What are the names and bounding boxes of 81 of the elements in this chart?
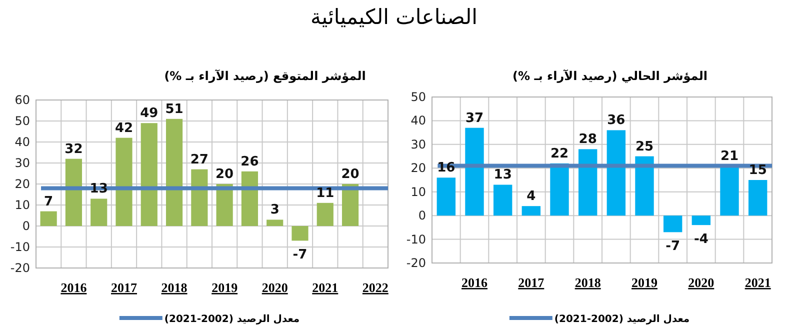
x-tick-label: 2018 [161, 280, 188, 295]
chart-title: المؤشر الحالي (رصيد الآراء بـ %) [512, 69, 708, 83]
data-label: 21 [720, 148, 739, 164]
y-tick-label: -20 [406, 256, 426, 270]
data-label: 22 [550, 146, 569, 162]
y-tick-label: 20 [410, 161, 426, 176]
bar [292, 226, 308, 241]
data-label: 37 [465, 110, 484, 126]
bar [166, 118, 183, 226]
x-tick-label: 2020 [262, 280, 288, 295]
data-label: 28 [578, 132, 597, 148]
data-label: 42 [114, 120, 134, 136]
bar [241, 171, 258, 226]
data-label: 7 [44, 194, 54, 210]
bar [191, 169, 208, 226]
bar [90, 198, 108, 226]
bar [692, 216, 711, 226]
y-tick-label: 0 [22, 219, 30, 233]
bar [116, 138, 132, 226]
y-tick-label: -10 [406, 232, 426, 246]
chart-title: المؤشر المتوقع (رصيد الآراء بـ %) [164, 69, 366, 83]
bar [140, 123, 158, 226]
legend-label: معدل الرصيد (2002-2021) [164, 314, 300, 325]
data-label: -7 [666, 239, 680, 254]
x-tick-label: 2021 [744, 275, 771, 290]
y-tick-label: 10 [14, 198, 30, 212]
legend-label: معدل الرصيد (2002-2021) [554, 314, 690, 325]
bar [663, 216, 682, 232]
bar [606, 130, 626, 216]
bar [493, 184, 512, 216]
bar [522, 206, 541, 216]
bar [316, 202, 334, 226]
x-tick-label: 2019 [212, 280, 238, 295]
y-tick-label: 0 [418, 208, 426, 223]
x-tick-label: 2018 [574, 275, 602, 290]
bar [436, 178, 456, 216]
data-label: 3 [270, 202, 280, 218]
data-label: 26 [240, 154, 259, 170]
data-label: -4 [694, 232, 708, 248]
data-label: 15 [748, 163, 767, 178]
data-label: 4 [526, 189, 536, 204]
y-tick-label: 40 [14, 135, 30, 149]
y-tick-label: -10 [10, 240, 30, 254]
data-label: 36 [607, 113, 626, 128]
data-label: 32 [64, 142, 83, 157]
heading: الصناعات الكيميائية [310, 5, 478, 29]
y-tick-label: 30 [14, 156, 30, 170]
data-label: 27 [190, 152, 208, 168]
x-tick-label: 2022 [362, 280, 388, 295]
y-tick-label: 10 [410, 184, 426, 199]
bar [748, 180, 768, 216]
y-tick-label: 30 [410, 137, 426, 152]
bar [40, 211, 57, 226]
x-tick-label: 2016 [60, 280, 88, 295]
data-label: -7 [292, 248, 308, 263]
x-tick-label: 2019 [632, 275, 658, 290]
y-tick-label: 50 [14, 114, 30, 128]
y-tick-label: 40 [410, 114, 426, 128]
y-tick-label: -20 [10, 261, 30, 275]
x-tick-label: 2016 [462, 275, 488, 290]
bar [266, 220, 284, 226]
data-label: 20 [341, 167, 360, 182]
data-label: 11 [316, 186, 334, 201]
bar [578, 149, 598, 216]
y-tick-label: 50 [410, 90, 426, 104]
data-label: 49 [140, 106, 158, 122]
bar [635, 156, 654, 216]
x-tick-label: 2021 [312, 280, 338, 295]
bar [65, 158, 82, 226]
x-tick-label: 2020 [688, 275, 714, 290]
data-label: 13 [494, 168, 512, 183]
x-tick-label: 2017 [518, 275, 545, 290]
bar [550, 163, 569, 216]
bar [465, 128, 484, 216]
y-tick-label: 60 [14, 93, 30, 107]
data-label: 25 [635, 139, 654, 154]
bar [720, 166, 739, 216]
data-label: 51 [165, 102, 184, 117]
y-tick-label: 20 [14, 177, 30, 191]
x-tick-label: 2017 [111, 280, 138, 295]
data-label: 20 [216, 167, 234, 182]
